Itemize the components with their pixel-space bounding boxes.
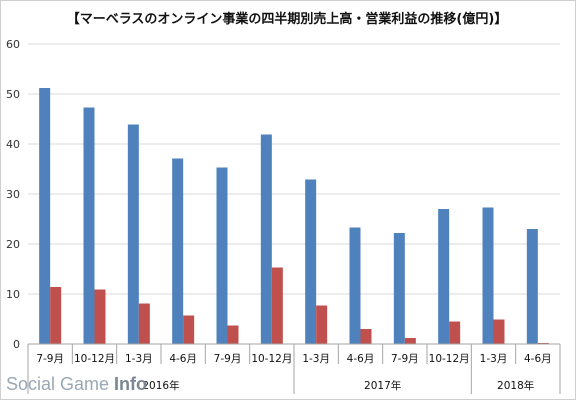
bar-series-2 [449, 321, 461, 344]
y-tick-label: 10 [6, 288, 20, 301]
year-group-label: 2017年 [364, 379, 401, 392]
y-tick-label: 40 [6, 138, 20, 151]
year-group-label: 2018年 [497, 379, 534, 392]
bar-series-2 [227, 325, 239, 344]
bar-series-2 [50, 287, 62, 344]
bar-series-2 [404, 338, 416, 344]
bar-series-1 [305, 179, 317, 344]
bar-series-1 [83, 107, 95, 344]
y-tick-label: 60 [6, 38, 20, 51]
bar-series-1 [172, 158, 184, 344]
bar-series-1 [349, 227, 361, 344]
x-tick-label: 10-12月 [74, 353, 115, 365]
bar-series-1 [127, 124, 139, 344]
watermark-text-light: Social Game [6, 374, 115, 394]
x-tick-label: 7-9月 [214, 353, 242, 365]
bar-series-2 [271, 267, 283, 344]
y-tick-label: 20 [6, 238, 20, 251]
watermark-logo: Social Game Info [6, 374, 147, 395]
y-tick-label: 50 [6, 88, 20, 101]
bar-series-2 [138, 303, 150, 344]
bar-series-2 [183, 315, 195, 344]
x-tick-label: 4-6月 [524, 353, 552, 365]
bar-series-1 [39, 88, 51, 344]
bar-series-1 [216, 167, 228, 344]
x-tick-label: 1-3月 [480, 353, 508, 365]
x-tick-label: 1-3月 [125, 353, 153, 365]
watermark-text-strong: Info [114, 374, 148, 394]
bar-series-1 [393, 233, 405, 344]
bar-series-1 [526, 229, 538, 344]
x-tick-label: 10-12月 [251, 353, 292, 365]
x-tick-label: 7-9月 [391, 353, 419, 365]
bar-series-2 [360, 329, 372, 344]
bar-series-1 [482, 207, 494, 344]
y-tick-label: 30 [6, 188, 20, 201]
year-group-label: 2016年 [142, 379, 179, 392]
bar-series-2 [493, 319, 505, 344]
y-tick-label: 0 [13, 338, 20, 351]
x-tick-label: 4-6月 [169, 353, 197, 365]
x-tick-label: 4-6月 [347, 353, 375, 365]
bar-series-1 [260, 134, 272, 344]
chart-title: 【マーベラスのオンライン事業の四半期別売上高・営業利益の推移(億円)】 [66, 12, 508, 27]
bar-series-2 [316, 305, 328, 344]
bar-series-2 [94, 289, 106, 344]
x-tick-label: 10-12月 [429, 353, 470, 365]
bar-series-1 [438, 209, 450, 344]
x-tick-label: 1-3月 [302, 353, 330, 365]
x-tick-label: 7-9月 [36, 353, 64, 365]
